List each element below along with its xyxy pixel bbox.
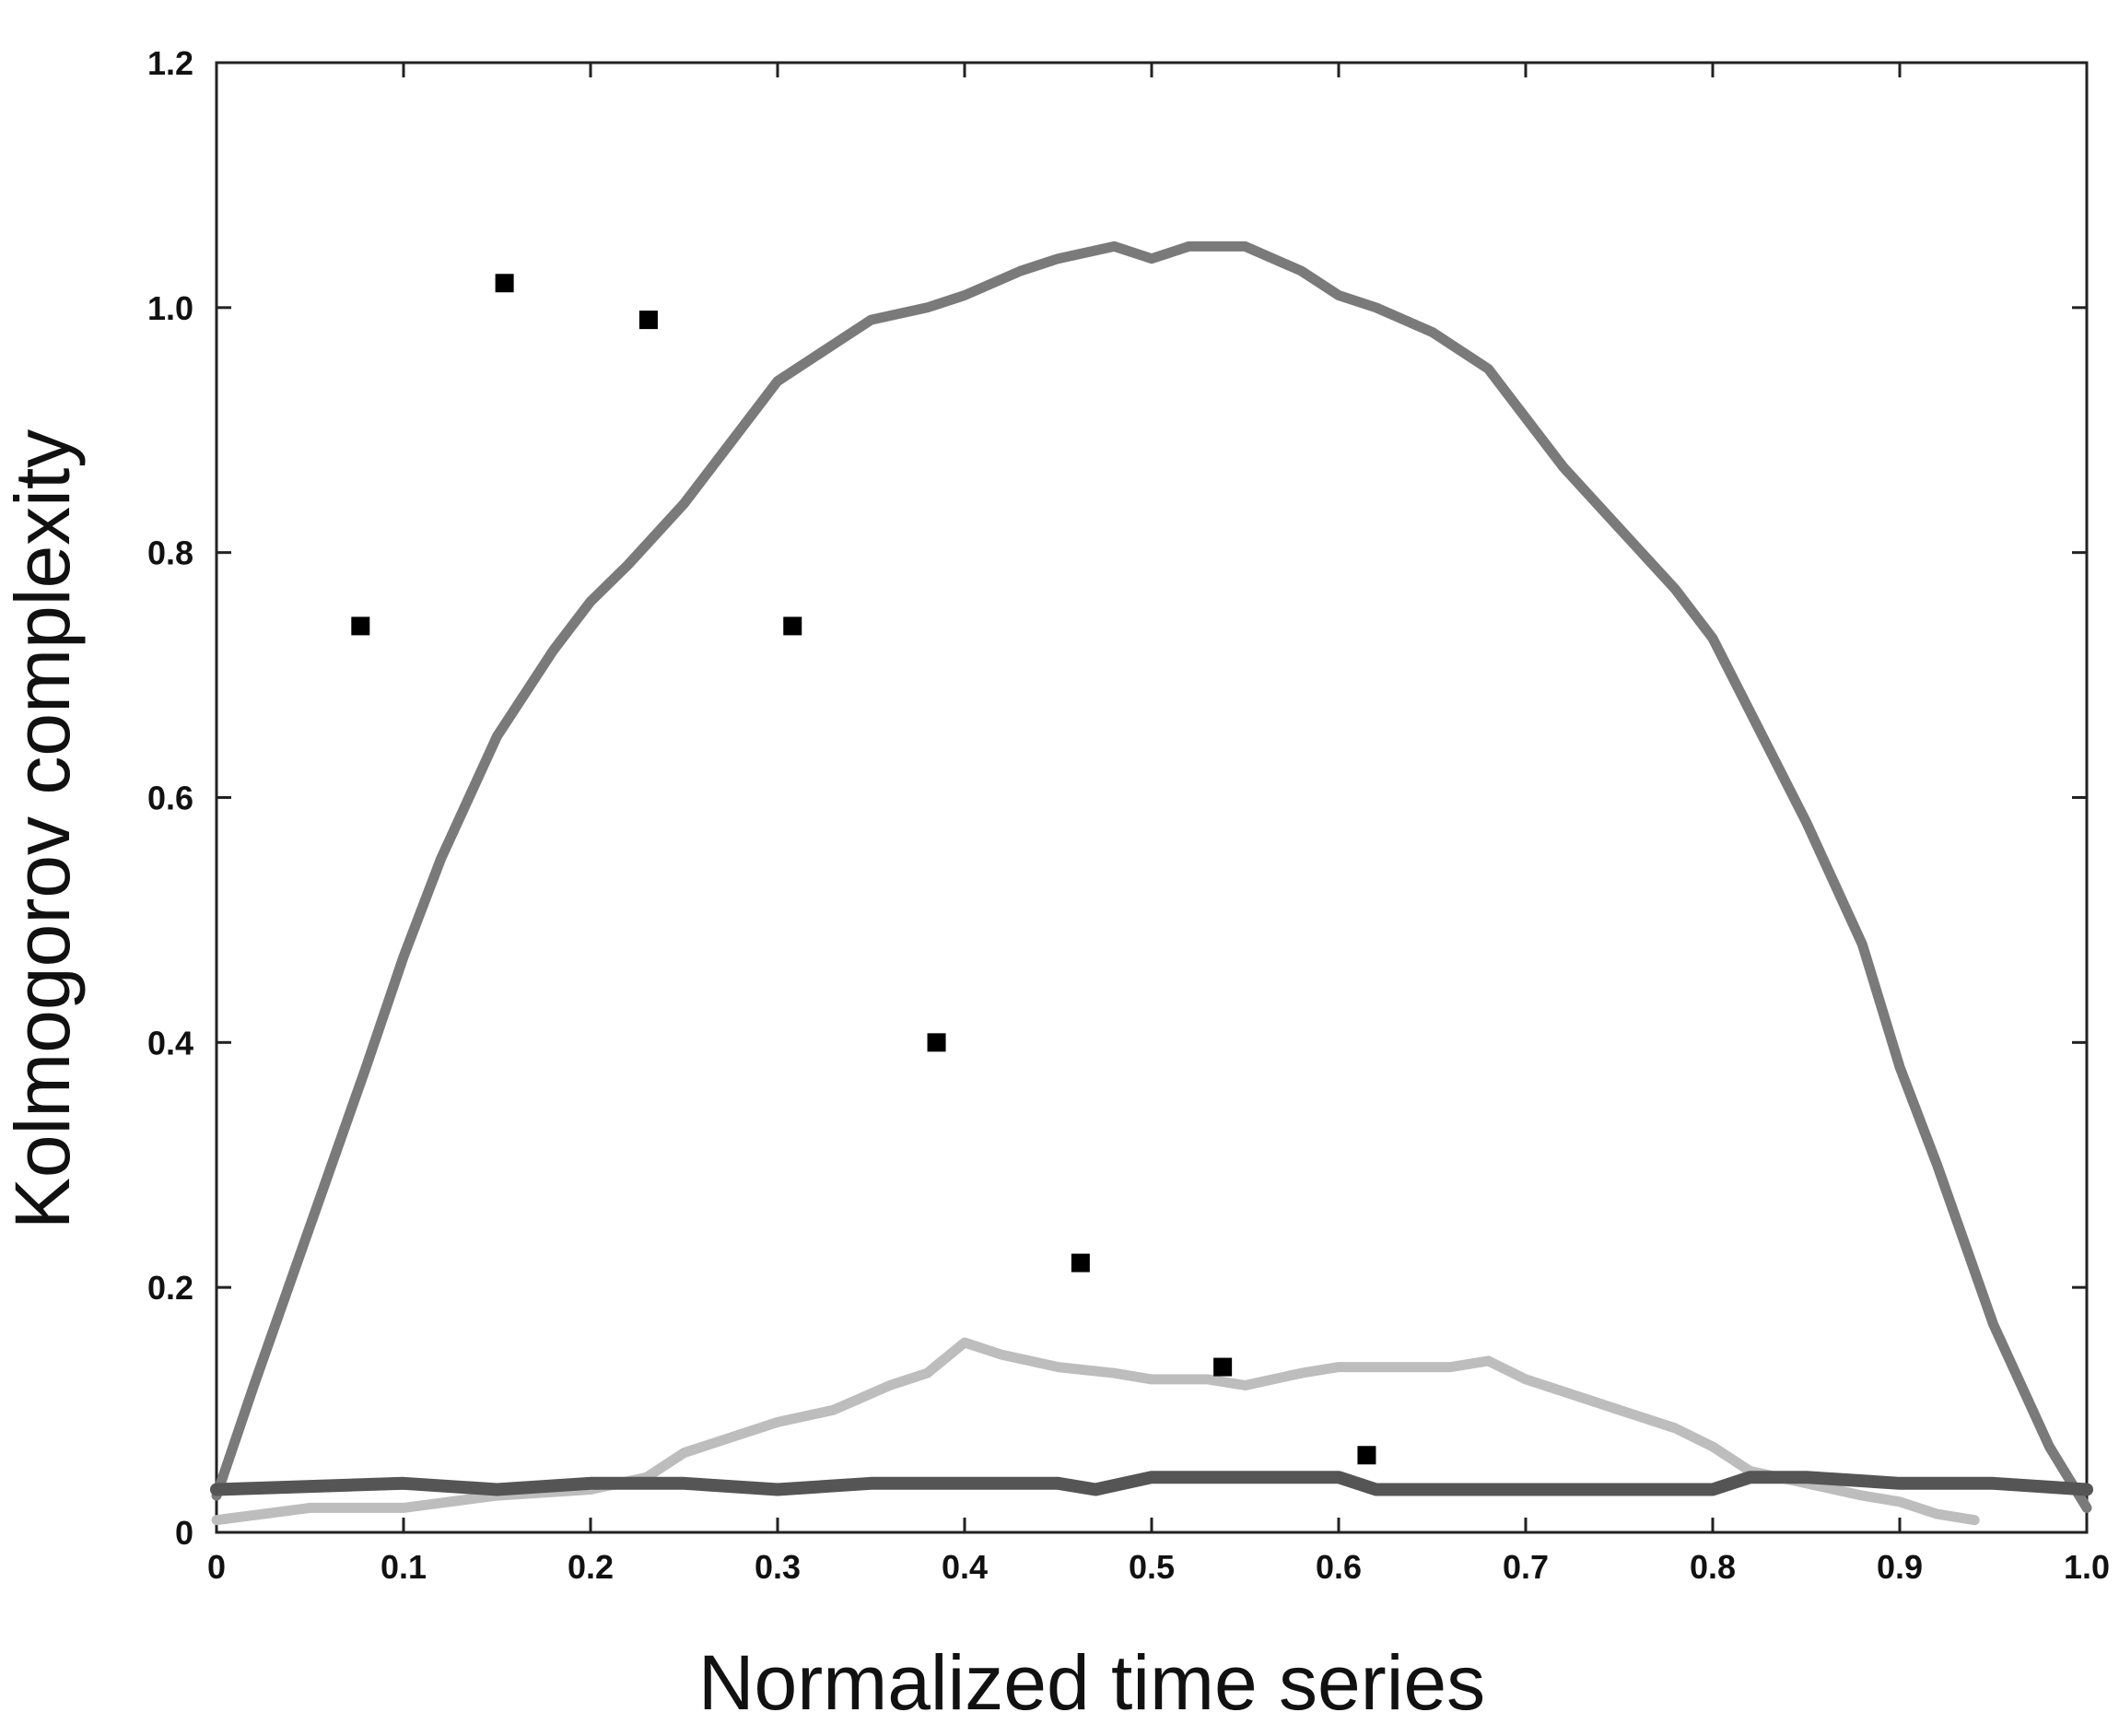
x-tick-label: 0.8 xyxy=(1690,1548,1736,1586)
y-tick-label: 0.4 xyxy=(147,1024,193,1062)
series-line-3 xyxy=(210,1471,2093,1496)
x-axis-ticks: 0 0.1 0.2 0.3 0.4 0.5 0.6 0.7 0.8 0.9 1.0 xyxy=(207,63,2110,1586)
y-tick-label: 0.2 xyxy=(147,1269,193,1307)
y-tick-label: 0.8 xyxy=(147,534,193,572)
x-tick-label: 0.4 xyxy=(942,1548,988,1586)
x-tick-label: 0.2 xyxy=(568,1548,614,1586)
scatter-point xyxy=(495,274,514,293)
scatter-point xyxy=(1357,1446,1376,1465)
scatter-point xyxy=(1071,1253,1090,1273)
x-tick-label: 0.3 xyxy=(755,1548,801,1586)
y-axis-title: Kolmogorov complexity xyxy=(0,429,86,1229)
y-tick-label: 1.0 xyxy=(147,289,193,327)
series-line-2 xyxy=(211,1337,1980,1526)
y-tick-label: 0.6 xyxy=(147,780,193,817)
y-tick-label: 0 xyxy=(175,1514,193,1552)
x-axis-title: Normalized time series xyxy=(698,1639,1485,1726)
scatter-point xyxy=(638,311,658,330)
x-tick-label: 1.0 xyxy=(2064,1548,2110,1586)
scatter-point xyxy=(927,1033,946,1052)
scatter-point xyxy=(783,616,802,636)
x-tick-label: 0.7 xyxy=(1503,1548,1549,1586)
scatter-point xyxy=(351,616,370,636)
x-tick-label: 0.9 xyxy=(1877,1548,1923,1586)
series-line-1 xyxy=(211,240,2092,1513)
series-layer xyxy=(210,240,2093,1526)
y-tick-label: 1.2 xyxy=(147,44,193,82)
x-tick-label: 0.6 xyxy=(1316,1548,1362,1586)
y-axis-ticks: 0 0.2 0.4 0.6 0.8 1.0 1.2 xyxy=(147,44,2087,1552)
x-tick-label: 0.5 xyxy=(1129,1548,1175,1586)
scatter-point xyxy=(1213,1357,1233,1377)
x-tick-label: 0 xyxy=(207,1548,226,1586)
x-tick-label: 0.1 xyxy=(380,1548,427,1586)
